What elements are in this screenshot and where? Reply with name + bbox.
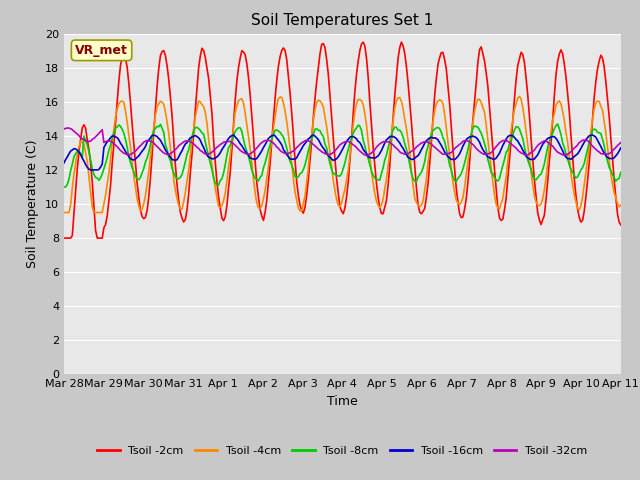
Tsoil -4cm [60, 210, 68, 216]
Line: Tsoil -32cm: Tsoil -32cm [64, 128, 621, 156]
Tsoil -2cm [517, 49, 525, 55]
Tsoil -16cm [230, 132, 237, 138]
Tsoil -4cm [524, 141, 532, 147]
Tsoil -8cm [522, 151, 530, 157]
Tsoil -2cm [227, 169, 234, 175]
Tsoil -32cm [519, 151, 527, 156]
Tsoil -4cm [67, 202, 74, 208]
Line: Tsoil -16cm: Tsoil -16cm [64, 135, 621, 170]
Tsoil -16cm [60, 160, 68, 166]
Tsoil -8cm [554, 121, 561, 127]
Tsoil -4cm [183, 179, 191, 184]
X-axis label: Time: Time [327, 395, 358, 408]
Tsoil -32cm [617, 140, 625, 145]
Tsoil -16cm [228, 133, 236, 139]
Tsoil -8cm [227, 143, 234, 148]
Tsoil -4cm [517, 96, 525, 102]
Tsoil -32cm [185, 138, 193, 144]
Tsoil -8cm [372, 176, 380, 182]
Tsoil -16cm [525, 156, 533, 162]
Tsoil -8cm [516, 126, 524, 132]
Tsoil -16cm [376, 151, 383, 156]
Line: Tsoil -8cm: Tsoil -8cm [64, 124, 621, 187]
Tsoil -8cm [60, 184, 68, 190]
Line: Tsoil -2cm: Tsoil -2cm [64, 42, 621, 238]
Title: Soil Temperatures Set 1: Soil Temperatures Set 1 [252, 13, 433, 28]
Text: VR_met: VR_met [75, 44, 128, 57]
Tsoil -16cm [519, 147, 527, 153]
Tsoil -8cm [67, 168, 74, 174]
Tsoil -2cm [67, 235, 74, 241]
Y-axis label: Soil Temperature (C): Soil Temperature (C) [26, 140, 40, 268]
Tsoil -32cm [228, 140, 236, 145]
Tsoil -32cm [63, 125, 71, 131]
Tsoil -4cm [372, 198, 380, 204]
Tsoil -2cm [374, 194, 382, 200]
Tsoil -4cm [227, 153, 234, 158]
Tsoil -2cm [60, 235, 68, 241]
Tsoil -16cm [617, 145, 625, 151]
Tsoil -32cm [376, 141, 383, 147]
Tsoil -16cm [185, 137, 193, 143]
Tsoil -2cm [617, 222, 625, 228]
Tsoil -8cm [183, 151, 191, 157]
Tsoil -32cm [363, 153, 371, 158]
Tsoil -4cm [617, 202, 625, 208]
Tsoil -32cm [60, 126, 68, 132]
Tsoil -4cm [516, 94, 524, 99]
Tsoil -2cm [359, 39, 367, 45]
Tsoil -2cm [524, 92, 532, 97]
Tsoil -8cm [617, 169, 625, 175]
Tsoil -16cm [67, 148, 74, 154]
Line: Tsoil -4cm: Tsoil -4cm [64, 96, 621, 213]
Tsoil -32cm [68, 127, 76, 132]
Tsoil -16cm [87, 167, 95, 173]
Legend: Tsoil -2cm, Tsoil -4cm, Tsoil -8cm, Tsoil -16cm, Tsoil -32cm: Tsoil -2cm, Tsoil -4cm, Tsoil -8cm, Tsoi… [93, 441, 592, 460]
Tsoil -32cm [525, 151, 533, 157]
Tsoil -2cm [183, 207, 191, 213]
